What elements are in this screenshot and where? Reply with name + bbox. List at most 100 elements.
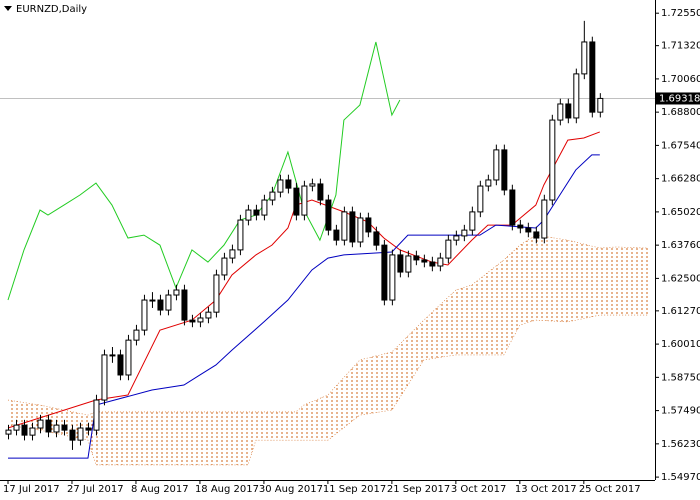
candle-body — [301, 185, 308, 216]
candle-body — [581, 41, 588, 75]
candle-body — [501, 149, 508, 191]
candle-body — [53, 424, 60, 433]
candle-body — [493, 149, 500, 181]
indicator-line — [7, 131, 600, 429]
candle-body — [61, 424, 68, 431]
candle-body — [437, 257, 444, 267]
candle-body — [197, 317, 204, 323]
candle-body — [237, 219, 244, 251]
y-tick-label: 1.63760 — [661, 240, 700, 251]
x-tick-label: 25 Oct 2017 — [579, 484, 641, 495]
candle-body — [37, 419, 44, 429]
y-tick-label: 1.61270 — [661, 306, 700, 317]
candle-body — [29, 427, 36, 436]
y-tick-label: 1.68800 — [661, 107, 700, 118]
candle-body — [509, 189, 516, 226]
candle-body — [157, 299, 164, 311]
y-tick-label: 1.72550 — [661, 8, 700, 19]
candle-body — [525, 227, 532, 233]
candle-body — [5, 429, 12, 435]
candle-body — [381, 244, 388, 301]
candle-body — [101, 354, 108, 401]
candle-body — [565, 103, 572, 119]
candle-body — [477, 185, 484, 213]
candle-body — [293, 187, 300, 216]
candle-body — [549, 119, 556, 201]
x-tick-label: 30 Aug 2017 — [259, 484, 323, 495]
candle-body — [325, 199, 332, 231]
candle-body — [245, 209, 252, 221]
menu-arrow[interactable] — [4, 6, 12, 11]
candle-body — [229, 249, 236, 259]
candle-body — [453, 235, 460, 241]
candle-body — [109, 354, 116, 357]
candle-body — [349, 211, 356, 243]
indicator-line — [7, 41, 401, 301]
candle-body — [277, 179, 284, 193]
candle-body — [85, 427, 92, 431]
candle-body — [389, 254, 396, 301]
candle-body — [333, 229, 340, 241]
y-tick-label: 1.65020 — [661, 207, 700, 218]
candle-body — [69, 429, 76, 441]
x-tick-label: 18 Aug 2017 — [195, 484, 259, 495]
y-tick-label: 1.57490 — [661, 406, 700, 417]
candle-body — [213, 274, 220, 313]
y-tick-label: 1.60010 — [661, 339, 700, 350]
y-tick-label: 1.62500 — [661, 273, 700, 284]
candle-body — [141, 299, 148, 331]
candle-body — [133, 329, 140, 341]
candle-body — [469, 211, 476, 231]
candle-body — [485, 179, 492, 187]
y-tick-label: 1.56230 — [661, 439, 700, 450]
candle-body — [173, 289, 180, 296]
candle-body — [309, 183, 316, 187]
y-tick-label: 1.54970 — [661, 472, 700, 483]
candle-body — [181, 289, 188, 321]
cloud — [7, 235, 648, 465]
y-tick-label: 1.67540 — [661, 140, 700, 151]
candle-body — [205, 311, 212, 319]
candle-body — [589, 41, 596, 113]
y-tick-label: 1.71320 — [661, 41, 700, 52]
candle-body — [165, 294, 172, 311]
candle-body — [45, 419, 52, 433]
candle-body — [597, 97, 604, 113]
candle-body — [93, 399, 100, 431]
candle-body — [541, 199, 548, 239]
candle-body — [77, 427, 84, 441]
x-tick-label: 8 Aug 2017 — [131, 484, 189, 495]
candle-body — [21, 424, 28, 436]
candle-body — [421, 259, 428, 263]
candle-body — [189, 319, 196, 323]
chart-title: EURNZD,Daily — [16, 4, 87, 15]
y-tick-label: 1.70060 — [661, 74, 700, 85]
y-tick-label: 1.66280 — [661, 174, 700, 185]
candle-body — [221, 257, 228, 276]
x-tick-label: 27 Jul 2017 — [67, 484, 124, 495]
candle-body — [269, 191, 276, 201]
cloud-edge — [7, 314, 648, 466]
x-tick-label: 17 Jul 2017 — [3, 484, 60, 495]
x-tick-label: 21 Sep 2017 — [387, 484, 450, 495]
candle-body — [461, 229, 468, 237]
candle-body — [125, 339, 132, 376]
x-tick-label: 3 Oct 2017 — [451, 484, 506, 495]
candle-body — [341, 211, 348, 241]
candle-body — [253, 209, 260, 216]
candle-body — [285, 179, 292, 189]
candle-body — [533, 231, 540, 239]
candle-body — [365, 217, 372, 233]
x-tick-label: 11 Sep 2017 — [323, 484, 386, 495]
candle-body — [357, 217, 364, 243]
candle-body — [429, 261, 436, 267]
candle-body — [445, 239, 452, 259]
candle-body — [413, 255, 420, 261]
y-tick-label: 1.58750 — [661, 372, 700, 383]
indicator-line — [7, 154, 600, 459]
candle-body — [557, 103, 564, 121]
candle-body — [517, 224, 524, 229]
candle-body — [117, 354, 124, 376]
